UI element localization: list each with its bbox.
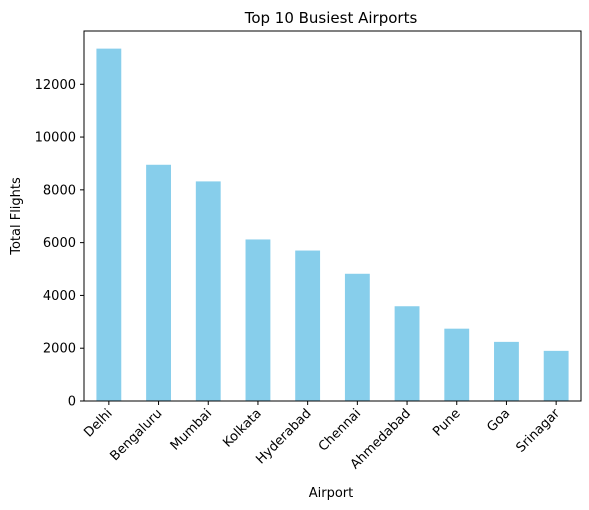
bar-mumbai [195, 181, 221, 401]
x-tick-label: Mumbai [168, 406, 215, 453]
x-tick-label: Srinagar [513, 406, 563, 456]
bar-pune [444, 328, 470, 401]
x-tick-label: Delhi [81, 406, 115, 440]
x-tick-label: Chennai [316, 406, 364, 454]
x-tick-label: Pune [430, 406, 463, 439]
x-tick-label: Bengaluru [108, 406, 166, 464]
y-tick-label: 4000 [43, 289, 76, 304]
x-tick-label: Goa [484, 406, 513, 435]
y-tick-label: 2000 [43, 342, 76, 357]
plot-frame [83, 30, 582, 402]
x-axis-title: Airport [309, 486, 354, 501]
bar-ahmedabad [394, 306, 420, 401]
bar-goa [494, 341, 519, 401]
y-tick-label: 8000 [43, 183, 76, 198]
y-tick-label: 12000 [35, 78, 76, 93]
y-axis: 0 2000 4000 6000 8000 10000 12000 [35, 78, 84, 410]
x-tick-label: Kolkata [220, 406, 264, 450]
bar-bengaluru [146, 164, 171, 401]
y-tick-label: 10000 [35, 131, 76, 146]
y-axis-title: Total Flights [9, 177, 24, 256]
bar-kolkata [245, 239, 271, 401]
bar-hyderabad [295, 250, 321, 401]
bars-group [96, 48, 569, 401]
bar-srinagar [543, 350, 569, 401]
y-tick-label: 0 [68, 395, 76, 410]
chart-title: Top 10 Busiest Airports [244, 9, 418, 27]
bar-chennai [344, 273, 370, 401]
y-tick-label: 6000 [43, 236, 76, 251]
bar-delhi [96, 48, 122, 401]
